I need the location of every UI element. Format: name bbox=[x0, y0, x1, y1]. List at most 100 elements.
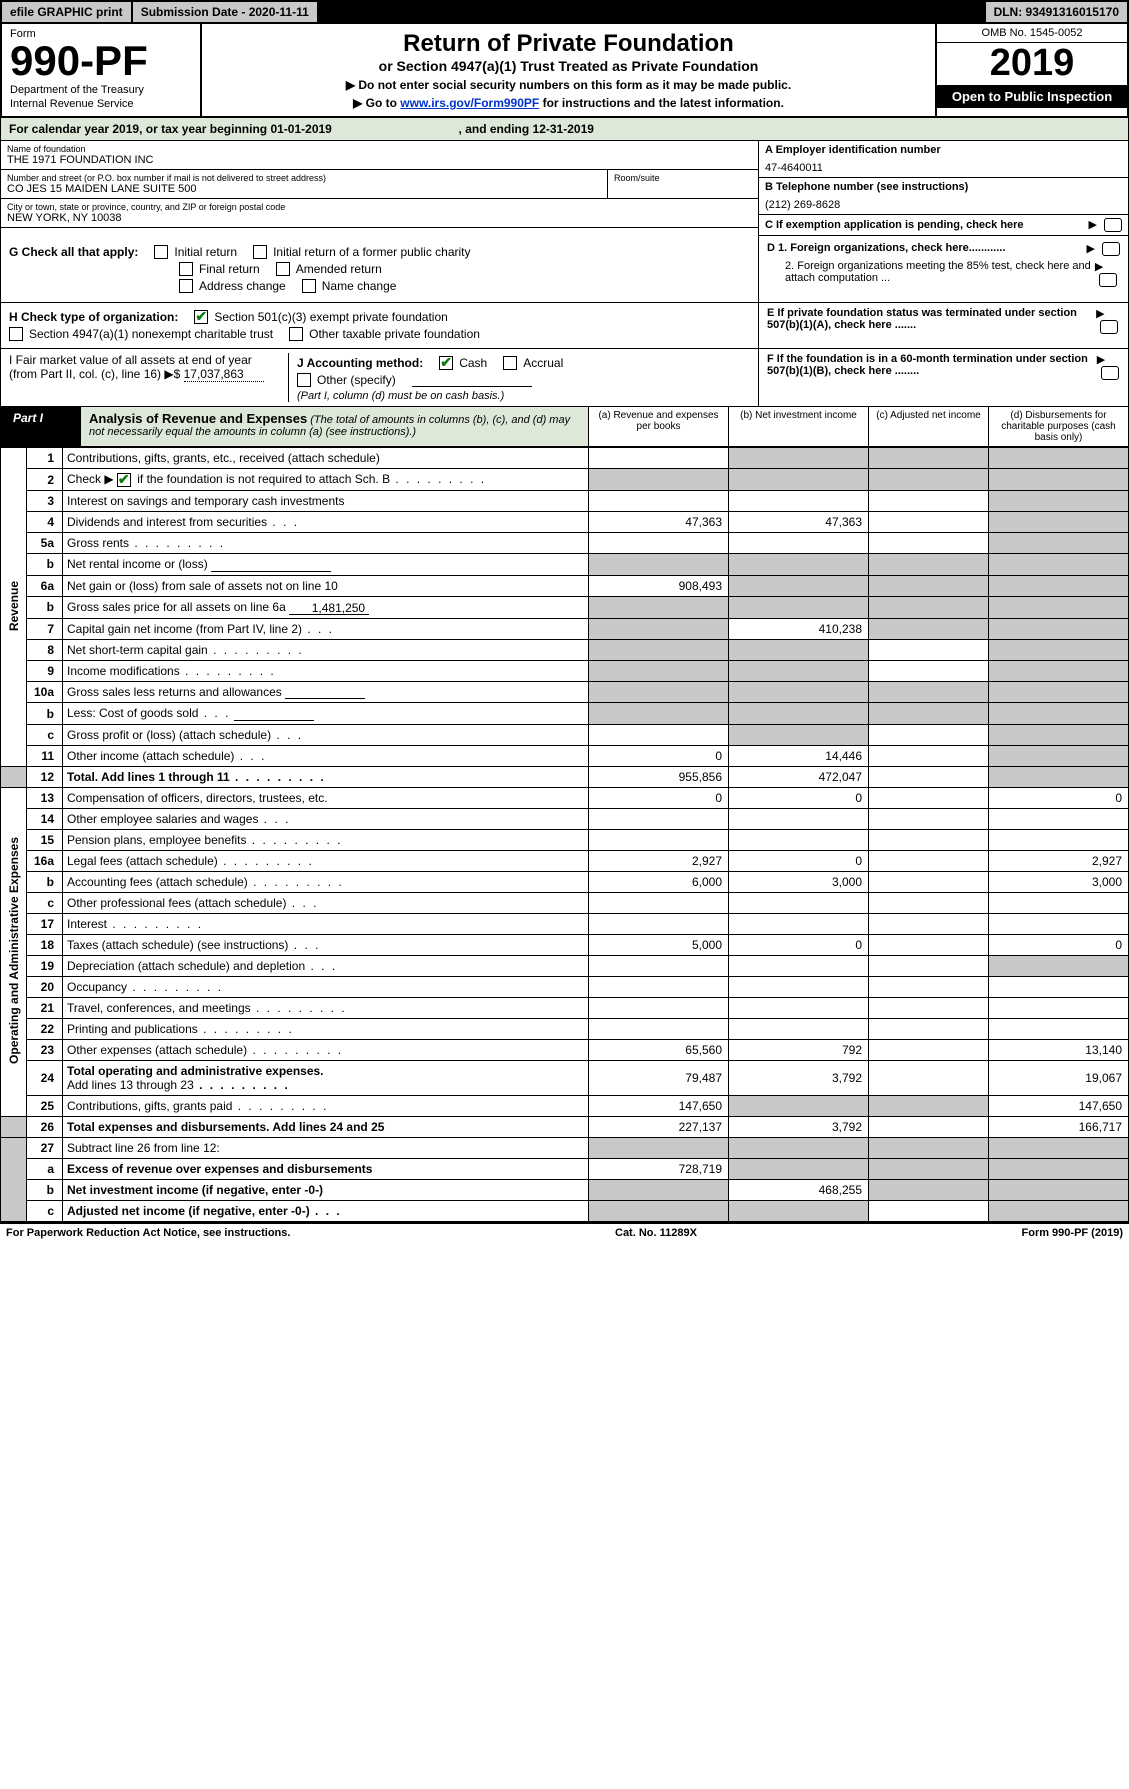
note2-post: for instructions and the latest informat… bbox=[543, 96, 784, 110]
table-row: 26Total expenses and disbursements. Add … bbox=[1, 1117, 1129, 1138]
amt-c bbox=[869, 596, 989, 618]
g-row3: Address change Name change bbox=[179, 279, 750, 293]
row-num: a bbox=[27, 1159, 63, 1180]
row-desc: Other professional fees (attach schedule… bbox=[63, 893, 589, 914]
chk-addr-change[interactable] bbox=[179, 279, 193, 293]
form-header: Form 990-PF Department of the Treasury I… bbox=[0, 24, 1129, 118]
amt-d: 2,927 bbox=[989, 851, 1129, 872]
chk-amended[interactable] bbox=[276, 262, 290, 276]
efile-label: efile GRAPHIC print bbox=[2, 2, 131, 22]
amt-b: 3,000 bbox=[729, 872, 869, 893]
amt-b: 47,363 bbox=[729, 511, 869, 532]
chk-name-change[interactable] bbox=[302, 279, 316, 293]
chk-final[interactable] bbox=[179, 262, 193, 276]
f-checkbox[interactable] bbox=[1101, 366, 1119, 380]
irs-link[interactable]: www.irs.gov/Form990PF bbox=[400, 96, 539, 110]
chk-cash[interactable] bbox=[439, 356, 453, 370]
amt-a: 908,493 bbox=[589, 575, 729, 596]
amt-c bbox=[869, 746, 989, 767]
table-row: 10aGross sales less returns and allowanc… bbox=[1, 681, 1129, 703]
c-label: C If exemption application is pending, c… bbox=[765, 219, 1024, 231]
chk-4947[interactable] bbox=[9, 327, 23, 341]
tax-year: 2019 bbox=[937, 43, 1127, 85]
amt-b: 792 bbox=[729, 1040, 869, 1061]
chk-initial[interactable] bbox=[154, 245, 168, 259]
amt-b bbox=[729, 660, 869, 681]
chk-accrual[interactable] bbox=[503, 356, 517, 370]
amt-d bbox=[989, 553, 1129, 575]
opt-final: Final return bbox=[199, 262, 260, 276]
row-num: 6a bbox=[27, 575, 63, 596]
amt-d bbox=[989, 703, 1129, 725]
footer-mid: Cat. No. 11289X bbox=[615, 1227, 697, 1239]
phone-value: (212) 269-8628 bbox=[765, 199, 1122, 211]
row-num: c bbox=[27, 725, 63, 746]
table-row: 2 Check ▶ if the foundation is not requi… bbox=[1, 469, 1129, 491]
spacer bbox=[1, 1138, 27, 1222]
table-row: 6aNet gain or (loss) from sale of assets… bbox=[1, 575, 1129, 596]
amt-c bbox=[869, 490, 989, 511]
table-row: 18Taxes (attach schedule) (see instructi… bbox=[1, 935, 1129, 956]
table-row: bNet rental income or (loss) bbox=[1, 553, 1129, 575]
cal-end: 12-31-2019 bbox=[533, 122, 594, 136]
table-row: 8Net short-term capital gain bbox=[1, 639, 1129, 660]
dept-treasury: Department of the Treasury bbox=[10, 84, 192, 96]
row-num: 19 bbox=[27, 956, 63, 977]
d1-label: D 1. Foreign organizations, check here..… bbox=[767, 242, 1005, 256]
row-num: 15 bbox=[27, 830, 63, 851]
row-num: 13 bbox=[27, 788, 63, 809]
row-num: 11 bbox=[27, 746, 63, 767]
cal-mid: , and ending bbox=[459, 122, 533, 136]
amt-b bbox=[729, 553, 869, 575]
amt-c bbox=[869, 532, 989, 553]
row-desc: Printing and publications bbox=[63, 1019, 589, 1040]
part1-title: Analysis of Revenue and Expenses bbox=[89, 411, 307, 426]
row-num: 21 bbox=[27, 998, 63, 1019]
c-checkbox[interactable] bbox=[1104, 218, 1122, 232]
row-num: 4 bbox=[27, 511, 63, 532]
col-b-hdr: (b) Net investment income bbox=[728, 407, 868, 446]
part1-table: Revenue 1 Contributions, gifts, grants, … bbox=[0, 447, 1129, 1222]
r6b-val: 1,481,250 bbox=[289, 601, 369, 615]
e-checkbox[interactable] bbox=[1100, 320, 1118, 334]
amt-a: 728,719 bbox=[589, 1159, 729, 1180]
amt-a: 6,000 bbox=[589, 872, 729, 893]
expenses-side-label: Operating and Administrative Expenses bbox=[1, 788, 27, 1117]
amt-b: 14,446 bbox=[729, 746, 869, 767]
h-row1: H Check type of organization: Section 50… bbox=[9, 310, 750, 324]
col-c-hdr: (c) Adjusted net income bbox=[868, 407, 988, 446]
note-link: ▶ Go to www.irs.gov/Form990PF for instru… bbox=[212, 96, 925, 110]
dept-irs: Internal Revenue Service bbox=[10, 98, 192, 110]
d1-checkbox[interactable] bbox=[1102, 242, 1120, 256]
amt-c bbox=[869, 575, 989, 596]
table-row: 17Interest bbox=[1, 914, 1129, 935]
chk-501c3[interactable] bbox=[194, 310, 208, 324]
amt-d: 19,067 bbox=[989, 1061, 1129, 1096]
address-row: Number and street (or P.O. box number if… bbox=[1, 170, 758, 199]
table-row: 25Contributions, gifts, grants paid 147,… bbox=[1, 1096, 1129, 1117]
row-num: 25 bbox=[27, 1096, 63, 1117]
row-num: 22 bbox=[27, 1019, 63, 1040]
opt-initial-former: Initial return of a former public charit… bbox=[273, 245, 470, 259]
table-row: 7Capital gain net income (from Part IV, … bbox=[1, 618, 1129, 639]
amt-d bbox=[989, 596, 1129, 618]
chk-other-taxable[interactable] bbox=[289, 327, 303, 341]
row-desc: Other expenses (attach schedule) bbox=[63, 1040, 589, 1061]
table-row: bNet investment income (if negative, ent… bbox=[1, 1180, 1129, 1201]
amt-a bbox=[589, 448, 729, 469]
address: CO JES 15 MAIDEN LANE SUITE 500 bbox=[7, 183, 601, 195]
j-cell: J Accounting method: Cash Accrual Other … bbox=[289, 353, 750, 402]
row-desc: Legal fees (attach schedule) bbox=[63, 851, 589, 872]
d2-checkbox[interactable] bbox=[1099, 273, 1117, 287]
chk-initial-former[interactable] bbox=[253, 245, 267, 259]
chk-sch-b[interactable] bbox=[117, 473, 131, 487]
amt-a: 0 bbox=[589, 746, 729, 767]
amt-b bbox=[729, 639, 869, 660]
form-subtitle: or Section 4947(a)(1) Trust Treated as P… bbox=[212, 58, 925, 74]
row-num: b bbox=[27, 703, 63, 725]
h-label: H Check type of organization: bbox=[9, 310, 178, 324]
row-desc: Net gain or (loss) from sale of assets n… bbox=[63, 575, 589, 596]
chk-other-method[interactable] bbox=[297, 373, 311, 387]
j-row1: J Accounting method: Cash Accrual bbox=[297, 356, 750, 370]
amt-c bbox=[869, 511, 989, 532]
